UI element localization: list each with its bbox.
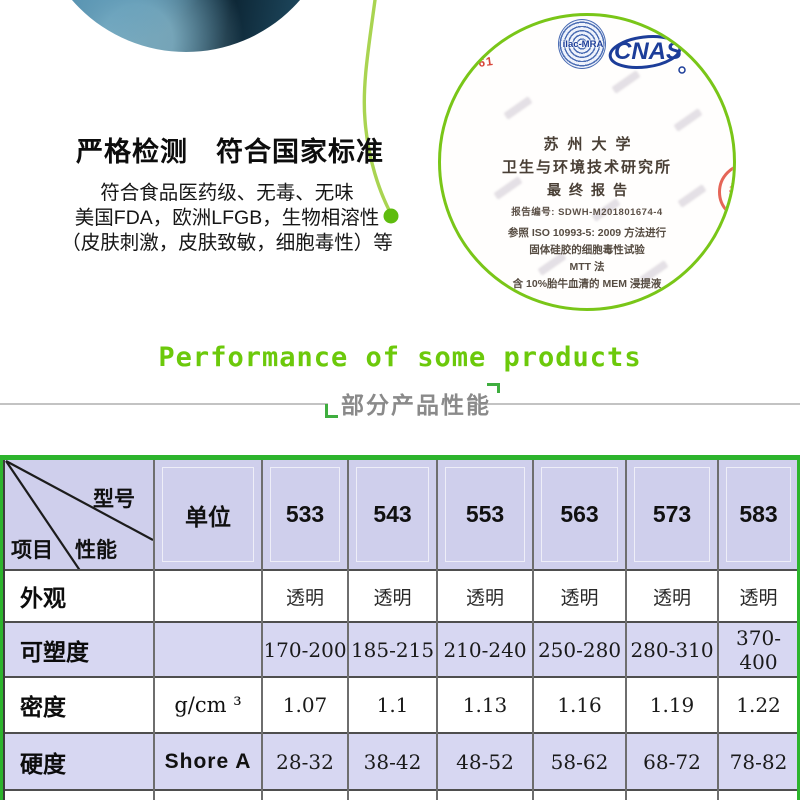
value-cell: 58-62 <box>532 732 626 790</box>
value-cell: 1.13 <box>436 676 533 733</box>
section-title-zh: 部分产品性能 <box>341 392 491 418</box>
spec-table-container: 型号 项目 性能 单位 533 543 553 563 573 583 外观 透… <box>0 455 800 800</box>
table-header-row: 型号 项目 性能 单位 533 543 553 563 573 583 <box>3 460 797 570</box>
value-cell: 210-240 <box>436 621 533 677</box>
value-cell: 透明 <box>347 569 437 622</box>
row-label: 密度 <box>3 676 154 733</box>
value-cell: 1.16 <box>532 676 626 733</box>
value-cell: 1.07 <box>261 676 348 733</box>
divider-line-right <box>477 403 800 405</box>
value-cell: 透明 <box>717 569 797 622</box>
column-header-model: 583 <box>717 460 797 570</box>
page-title: 严格检测 符合国家标准 <box>76 137 384 167</box>
description-line: 美国FDA，欧洲LFGB，生物相溶性 <box>74 207 380 229</box>
value-cell: 透明 <box>625 569 718 622</box>
cnas-label: CNAS <box>614 38 682 65</box>
table-row-appearance: 外观 透明 透明 透明 透明 透明 透明 <box>3 569 797 622</box>
certificate-image: 4061 ilac-MRA CNAS 苏州大学 卫生与环境技术研究所 最终报告 … <box>438 13 736 311</box>
column-header-model: 563 <box>532 460 626 570</box>
row-label: 可塑度 <box>3 621 154 677</box>
section-title-en: Performance of some products <box>158 342 642 373</box>
description-text: 符合食品医药级、无毒、无味 美国FDA，欧洲LFGB，生物相溶性 （皮肤刺激，皮… <box>42 181 412 256</box>
value-cell: 68-72 <box>625 732 718 790</box>
unit-cell: Shore A <box>153 732 262 790</box>
value-cell: 170-200 <box>261 621 348 677</box>
green-curve-decoration <box>362 0 399 224</box>
value-cell: 280-310 <box>625 621 718 677</box>
value-cell: 1.19 <box>625 676 718 733</box>
certificate-institute: 卫生与环境技术研究所 <box>501 159 672 176</box>
ilac-globe-icon <box>558 19 606 69</box>
value-cell: 250-280 <box>532 621 626 677</box>
method-line: MTT 法 <box>569 261 605 273</box>
ilac-mra-logo: ilac-MRA <box>557 19 607 72</box>
spec-table: 型号 项目 性能 单位 533 543 553 563 573 583 外观 透… <box>3 460 797 800</box>
row-label: 硬度 <box>3 732 154 790</box>
method-line: 含 10%胎牛血清的 MEM 浸提液 <box>512 278 662 290</box>
corner-diagonal-lines <box>6 460 154 570</box>
corner-label-model: 型号 <box>93 488 135 511</box>
certificate-report-title: 最终报告 <box>547 182 635 198</box>
certificate-university: 苏州大学 <box>543 136 640 153</box>
divider-line-left <box>0 403 328 405</box>
watermark <box>673 108 703 132</box>
certificate-method-block: 参照 ISO 10993-5: 2009 方法进行 固体硅胶的细胞毒性试验 MT… <box>441 225 733 293</box>
certificate-report-number: 报告编号: SDWH-M201801674-4 <box>511 207 663 218</box>
table-row-hardness: 硬度 Shore A 28-32 38-42 48-52 58-62 68-72… <box>3 732 797 790</box>
value-cell: 透明 <box>436 569 533 622</box>
column-header-model: 533 <box>261 460 348 570</box>
table-row-plasticity: 可塑度 170-200 185-215 210-240 250-280 280-… <box>3 621 797 677</box>
corner-label-item: 项目 <box>11 539 53 562</box>
corner-bracket-top-right-icon <box>487 383 500 393</box>
value-cell: 1.22 <box>717 676 797 733</box>
column-header-model: 573 <box>625 460 718 570</box>
green-dot-icon <box>383 208 399 224</box>
column-header-unit: 单位 <box>153 460 262 570</box>
method-line: 参照 ISO 10993-5: 2009 方法进行 <box>507 227 667 239</box>
watermark <box>503 96 533 120</box>
corner-label-property: 性能 <box>75 539 117 562</box>
value-cell: 38-42 <box>347 732 437 790</box>
stamp-number: 4061 <box>462 53 495 73</box>
value-cell: 28-32 <box>261 732 348 790</box>
value-cell: 1.1 <box>347 676 437 733</box>
table-row-density: 密度 g/cm ³ 1.07 1.1 1.13 1.16 1.19 1.22 <box>3 676 797 733</box>
cnas-logo: CNAS <box>608 26 688 78</box>
row-label: 外观 <box>3 569 154 622</box>
value-cell: 48-52 <box>436 732 533 790</box>
value-cell: 370-400 <box>717 621 797 677</box>
value-cell: 185-215 <box>347 621 437 677</box>
unit-cell <box>153 569 262 622</box>
value-cell: 透明 <box>261 569 348 622</box>
certificate-org-block: 苏州大学 卫生与环境技术研究所 最终报告 <box>441 133 733 202</box>
description-line: 符合食品医药级、无毒、无味 <box>100 182 354 204</box>
description-line: （皮肤刺激，皮肤致敏，细胞毒性）等 <box>61 232 393 254</box>
ilac-mra-label: ilac-MRA <box>562 39 604 50</box>
product-photo-circle <box>35 0 337 52</box>
table-corner-cell: 型号 项目 性能 <box>3 460 154 570</box>
column-header-model: 553 <box>436 460 533 570</box>
unit-cell <box>153 621 262 677</box>
value-cell: 78-82 <box>717 732 797 790</box>
corner-bracket-bottom-left-icon <box>325 404 338 418</box>
table-row-clipped <box>3 789 797 800</box>
value-cell: 透明 <box>532 569 626 622</box>
unit-cell: g/cm ³ <box>153 676 262 733</box>
column-header-model: 543 <box>347 460 437 570</box>
method-line: 固体硅胶的细胞毒性试验 <box>529 244 645 256</box>
